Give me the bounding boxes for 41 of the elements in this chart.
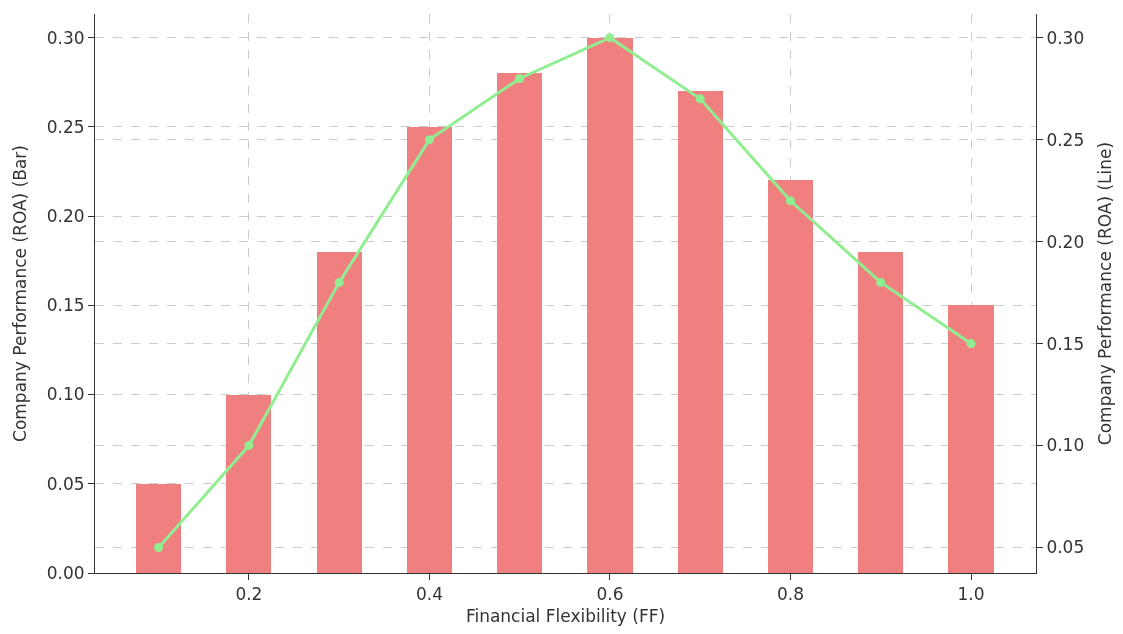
y-tick-label: 0.10 [46,384,85,405]
y-tick-label: 0.05 [46,473,85,494]
bar [497,73,542,573]
point [876,277,886,287]
point [605,33,615,43]
x-tick-label: 0.4 [415,584,443,605]
bar [587,38,633,573]
point [244,441,254,451]
y-tick-label: 0.20 [46,205,85,226]
point [424,135,434,145]
x-axis-title: Financial Flexibility (FF) [465,605,666,626]
bar [768,180,813,573]
bar [948,305,994,573]
bar [407,127,452,573]
y-tick-label: 0.30 [46,27,85,48]
x-tick-label: 0.8 [776,584,804,605]
bar [226,395,271,573]
y2-tick-label: 0.05 [1046,537,1085,558]
y2-tick-label: 0.30 [1046,27,1085,48]
y2-tick-label: 0.15 [1046,333,1085,354]
y2-axis-title: Company Performance (ROA) (Line) [1094,141,1115,446]
point [515,73,525,83]
y-axis-title: Company Performance (ROA) (Bar) [10,145,31,442]
y2-tick-label: 0.25 [1046,129,1085,150]
point [785,196,795,206]
bar [858,252,903,573]
y2-tick-label: 0.20 [1046,231,1085,252]
point [154,543,164,553]
x-tick-label: 0.6 [596,584,624,605]
x-tick-label: 0.2 [235,584,263,605]
bar [317,252,362,573]
y2-tick-label: 0.10 [1046,435,1085,456]
point [695,94,705,104]
y-tick-label: 0.15 [46,295,85,316]
bar [136,484,181,573]
point [966,339,976,349]
x-tick-label: 1.0 [957,584,985,605]
y-tick-label: 0.25 [46,116,85,137]
point [334,277,344,287]
y-tick-label: 0.00 [46,562,85,583]
bar [678,91,723,573]
